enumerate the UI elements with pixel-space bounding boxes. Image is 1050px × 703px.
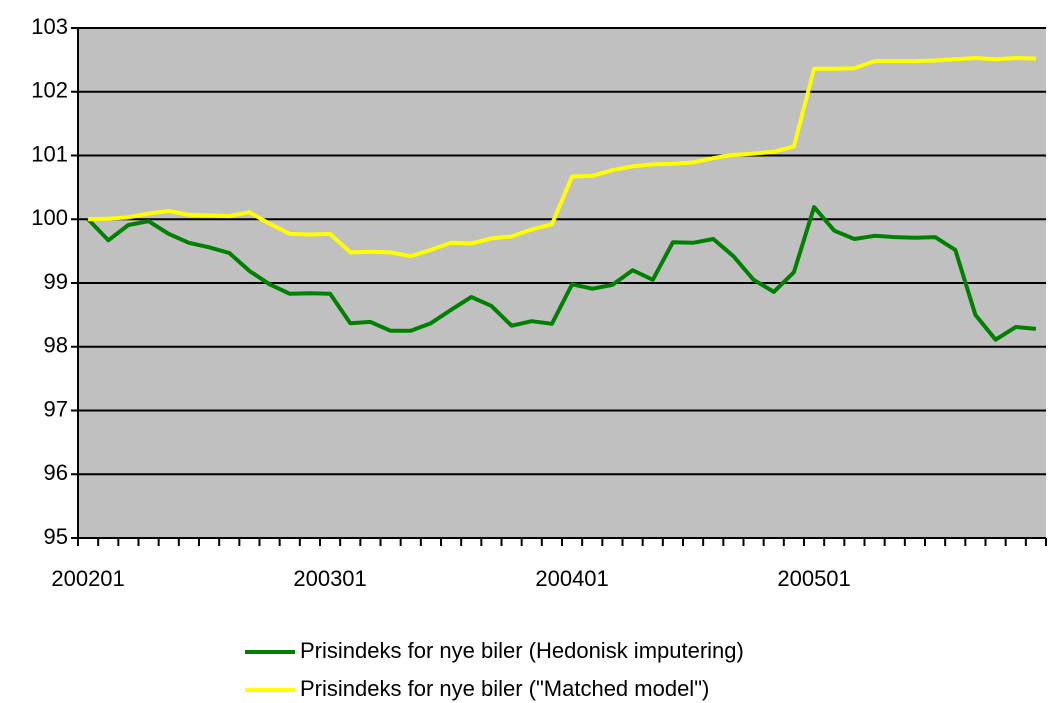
y-tick-label: 95 xyxy=(44,524,68,549)
y-tick-label: 98 xyxy=(44,333,68,358)
y-tick-label: 97 xyxy=(44,396,68,421)
y-tick-label: 101 xyxy=(31,141,68,166)
x-tick-label: 200401 xyxy=(535,566,608,591)
y-tick-label: 102 xyxy=(31,78,68,103)
x-tick-label: 200301 xyxy=(293,566,366,591)
series-line xyxy=(88,56,1036,259)
x-tick-label: 200201 xyxy=(51,566,124,591)
series-line xyxy=(86,205,1037,342)
y-tick-label: 99 xyxy=(44,269,68,294)
y-tick-label: 96 xyxy=(44,460,68,485)
legend-label: Prisindeks for nye biler (Hedonisk imput… xyxy=(300,638,744,663)
x-tick-label: 200501 xyxy=(777,566,850,591)
legend-label: Prisindeks for nye biler ("Matched model… xyxy=(300,676,709,701)
y-tick-label: 103 xyxy=(31,14,68,39)
y-tick-label: 100 xyxy=(31,205,68,230)
